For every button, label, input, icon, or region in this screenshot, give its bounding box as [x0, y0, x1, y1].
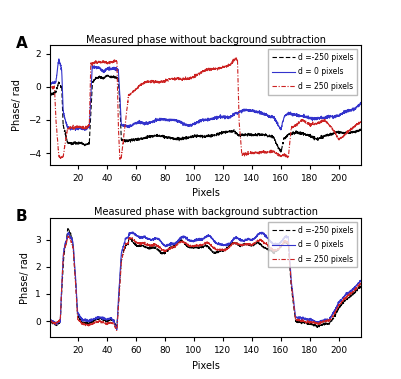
- Y-axis label: Phase/ rad: Phase/ rad: [20, 252, 30, 304]
- d = 0 pixels: [48, 81, 53, 86]
- d = 0 pixels: [131, 230, 136, 234]
- Text: B: B: [16, 209, 28, 224]
- d = 250 pixels: [358, 119, 363, 124]
- d = 0 pixels: [293, 311, 298, 316]
- d = 250 pixels: [114, 328, 119, 333]
- Legend: d =-250 pixels, d = 0 pixels, d = 250 pixels: d =-250 pixels, d = 0 pixels, d = 250 pi…: [268, 222, 357, 267]
- d = 0 pixels: [199, 237, 204, 242]
- d = 250 pixels: [233, 55, 238, 60]
- Line: d = 250 pixels: d = 250 pixels: [50, 236, 361, 330]
- d =-250 pixels: [350, 130, 354, 135]
- d =-250 pixels: [358, 128, 363, 132]
- X-axis label: Pixels: Pixels: [192, 188, 219, 198]
- d =-250 pixels: [350, 293, 354, 297]
- d = 250 pixels: [293, 313, 298, 318]
- d =-250 pixels: [315, 325, 320, 330]
- Text: A: A: [16, 36, 28, 51]
- d = 0 pixels: [191, 238, 196, 243]
- d = 0 pixels: [358, 100, 363, 105]
- d = 0 pixels: [358, 279, 363, 283]
- Line: d =-250 pixels: d =-250 pixels: [50, 75, 361, 152]
- d = 250 pixels: [66, 234, 71, 238]
- d =-250 pixels: [64, 133, 69, 138]
- Y-axis label: Phase/ rad: Phase/ rad: [12, 79, 22, 131]
- Title: Measured phase with background subtraction: Measured phase with background subtracti…: [93, 207, 318, 218]
- Legend: d =-250 pixels, d = 0 pixels, d = 250 pixels: d =-250 pixels, d = 0 pixels, d = 250 pi…: [268, 49, 357, 95]
- d =-250 pixels: [350, 293, 354, 297]
- X-axis label: Pixels: Pixels: [192, 361, 219, 371]
- d =-250 pixels: [199, 134, 204, 139]
- d = 0 pixels: [350, 107, 354, 112]
- d = 250 pixels: [350, 290, 354, 294]
- d =-250 pixels: [278, 150, 283, 154]
- d = 250 pixels: [117, 157, 122, 161]
- d =-250 pixels: [358, 283, 363, 288]
- d = 250 pixels: [350, 127, 354, 131]
- d = 250 pixels: [191, 75, 196, 79]
- d = 0 pixels: [73, 128, 78, 133]
- d = 0 pixels: [199, 117, 204, 122]
- d = 0 pixels: [350, 107, 354, 111]
- d = 250 pixels: [64, 135, 69, 140]
- d = 250 pixels: [48, 85, 53, 89]
- d =-250 pixels: [191, 134, 196, 139]
- Line: d =-250 pixels: d =-250 pixels: [50, 229, 361, 327]
- Line: d = 0 pixels: d = 0 pixels: [50, 232, 361, 330]
- d = 250 pixels: [48, 319, 53, 324]
- d = 250 pixels: [191, 244, 196, 248]
- Line: d = 250 pixels: d = 250 pixels: [50, 58, 361, 159]
- d = 250 pixels: [358, 280, 363, 285]
- d =-250 pixels: [293, 314, 298, 318]
- d = 0 pixels: [57, 57, 61, 61]
- d =-250 pixels: [105, 72, 109, 77]
- Line: d = 0 pixels: d = 0 pixels: [50, 59, 361, 130]
- d =-250 pixels: [191, 246, 196, 251]
- d = 0 pixels: [64, 239, 69, 244]
- d = 0 pixels: [114, 327, 119, 332]
- d = 0 pixels: [293, 113, 298, 117]
- d =-250 pixels: [48, 319, 53, 323]
- d = 0 pixels: [350, 287, 354, 291]
- d = 0 pixels: [191, 122, 196, 126]
- d = 0 pixels: [48, 318, 53, 322]
- Title: Measured phase without background subtraction: Measured phase without background subtra…: [85, 35, 326, 45]
- d = 250 pixels: [350, 290, 354, 295]
- d =-250 pixels: [65, 226, 70, 231]
- d = 0 pixels: [350, 287, 354, 291]
- d =-250 pixels: [350, 128, 354, 133]
- d =-250 pixels: [48, 93, 53, 97]
- d = 250 pixels: [199, 244, 204, 249]
- d = 250 pixels: [199, 69, 204, 74]
- d =-250 pixels: [199, 244, 204, 249]
- d = 250 pixels: [350, 126, 354, 131]
- d = 250 pixels: [293, 122, 298, 127]
- d =-250 pixels: [64, 242, 69, 246]
- d =-250 pixels: [293, 131, 298, 136]
- d = 250 pixels: [64, 243, 69, 247]
- d = 0 pixels: [64, 120, 69, 124]
